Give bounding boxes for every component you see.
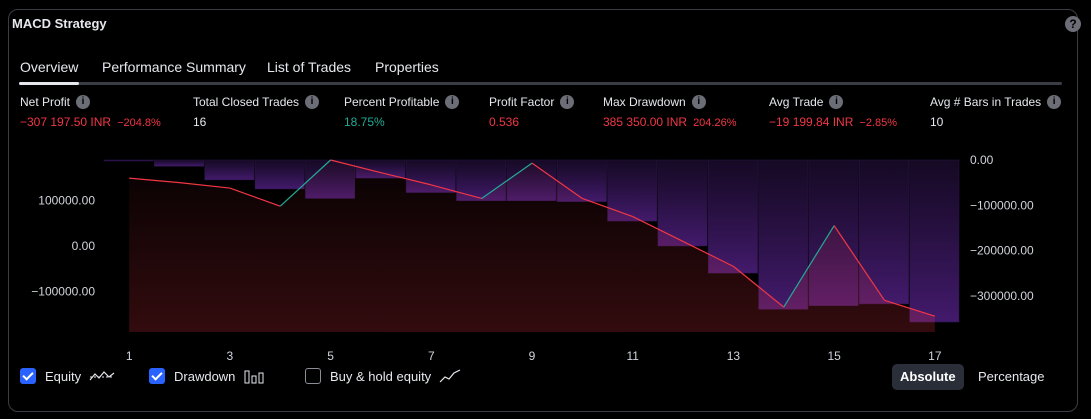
equity-line-segment	[380, 172, 432, 186]
drawdown-bar	[657, 159, 708, 247]
equity-line-segment	[531, 162, 583, 199]
left-axis-tick: −100000.00	[31, 284, 95, 298]
equity-line-segment	[229, 187, 281, 207]
drawdown-bar	[103, 159, 154, 162]
x-axis-tick: 17	[928, 349, 942, 363]
metric-label: Avg # Bars in Trades	[930, 95, 1042, 109]
metric-value: 16	[193, 115, 207, 129]
metric-extra: 204.26%	[693, 117, 737, 129]
metric-value: −307 197.50 INR	[20, 115, 112, 129]
x-axis-tick: 15	[827, 349, 841, 363]
metric-total-closed-trades: Total Closed Trades i 16	[193, 95, 320, 129]
x-axis-tick: 7	[428, 349, 435, 363]
x-axis-tick: 1	[126, 349, 133, 363]
x-axis-tick: 11	[626, 349, 639, 363]
right-axis-tick: −200000.00	[970, 244, 1034, 258]
equity-line-icon	[89, 371, 115, 381]
strategy-title: MACD Strategy	[12, 16, 107, 31]
metric-percent-profitable: Percent Profitable i 18.75%	[344, 95, 460, 129]
equity-checkbox[interactable]	[20, 368, 36, 384]
metric-label: Avg Trade	[769, 95, 824, 109]
tab-list-of-trades[interactable]: List of Trades	[267, 59, 352, 75]
buy-hold-line-icon	[439, 369, 461, 383]
legend-equity[interactable]: Equity	[20, 368, 115, 384]
metric-label: Net Profit	[20, 95, 71, 109]
x-axis-tick: 5	[327, 349, 334, 363]
metric-label: Percent Profitable	[344, 95, 440, 109]
tab-performance-summary[interactable]: Performance Summary	[102, 59, 246, 75]
equity-line-segment	[632, 216, 684, 243]
drawdown-bar	[707, 159, 758, 274]
right-axis-tick: −100000.00	[970, 198, 1034, 212]
metric-avg-trade: Avg Trade i −19 199.84 INR −2.85%	[769, 95, 897, 129]
equity-area	[129, 160, 935, 332]
equity-line-segment	[833, 225, 885, 301]
tab-properties[interactable]: Properties	[375, 59, 439, 75]
metric-extra: −204.8%	[117, 117, 161, 129]
info-icon[interactable]: i	[305, 95, 320, 109]
metric-value: 385 350.00 INR	[603, 115, 688, 129]
right-axis-tick: 0.00	[970, 153, 994, 167]
metric-net-profit: Net Profit i −307 197.50 INR −204.8%	[20, 95, 161, 129]
question-icon[interactable]: ?	[1065, 16, 1081, 32]
equity-line-segment	[129, 177, 180, 184]
metric-extra: −2.85%	[859, 117, 898, 129]
info-icon[interactable]: i	[829, 95, 844, 109]
buy-hold-checkbox[interactable]	[305, 368, 321, 384]
equity-line-segment	[733, 265, 785, 308]
metric-value: 10	[930, 115, 944, 129]
equity-line-segment	[179, 182, 230, 189]
equity-line-segment	[884, 299, 936, 317]
equity-line-segment	[582, 197, 633, 218]
metric-value: 0.536	[489, 115, 520, 129]
equity-line-segment	[279, 159, 331, 207]
x-axis-tick: 3	[227, 349, 234, 363]
tab-active-indicator	[19, 82, 79, 85]
right-axis-tick: −300000.00	[970, 289, 1034, 303]
tab-overview[interactable]: Overview	[20, 59, 79, 75]
info-icon[interactable]: i	[445, 95, 460, 109]
drawdown-bar	[909, 159, 960, 323]
tab-underline-track	[19, 82, 1062, 85]
left-axis-tick: 0.00	[72, 239, 96, 253]
metric-max-drawdown: Max Drawdown i 385 350.00 INR 204.26%	[603, 95, 737, 129]
legend-label: Drawdown	[174, 368, 236, 384]
drawdown-bar	[204, 159, 255, 181]
legend-buy-hold[interactable]: Buy & hold equity	[305, 368, 461, 384]
metric-label: Max Drawdown	[603, 95, 686, 109]
drawdown-checkbox[interactable]	[149, 368, 165, 384]
left-axis-tick: 100000.00	[38, 194, 95, 208]
info-icon[interactable]: i	[1047, 95, 1062, 109]
equity-line-segment	[481, 162, 533, 199]
percentage-button[interactable]: Percentage	[978, 369, 1045, 384]
drawdown-bar	[254, 159, 305, 190]
drawdown-bars-icon	[244, 370, 264, 384]
legend-label: Equity	[45, 368, 82, 384]
absolute-button[interactable]: Absolute	[892, 364, 964, 390]
equity-line-segment	[682, 240, 734, 267]
equity-line-segment	[330, 159, 382, 174]
info-icon[interactable]: i	[691, 95, 706, 109]
metric-profit-factor: Profit Factor i 0.536	[489, 95, 575, 129]
metric-avg-bars: Avg # Bars in Trades i 10	[930, 95, 1062, 129]
equity-line-segment	[431, 184, 482, 200]
metric-value: −19 199.84 INR	[769, 115, 854, 129]
x-axis-tick: 9	[529, 349, 536, 363]
equity-line-segment	[783, 225, 835, 308]
legend-drawdown[interactable]: Drawdown	[149, 368, 266, 384]
metric-value: 18.75%	[344, 115, 385, 129]
drawdown-bar	[154, 159, 204, 167]
metric-label: Total Closed Trades	[193, 95, 300, 109]
metric-label: Profit Factor	[489, 95, 555, 109]
x-axis-tick: 13	[727, 349, 741, 363]
info-icon[interactable]: i	[560, 95, 575, 109]
legend-label: Buy & hold equity	[330, 368, 432, 384]
info-icon[interactable]: i	[76, 95, 91, 109]
